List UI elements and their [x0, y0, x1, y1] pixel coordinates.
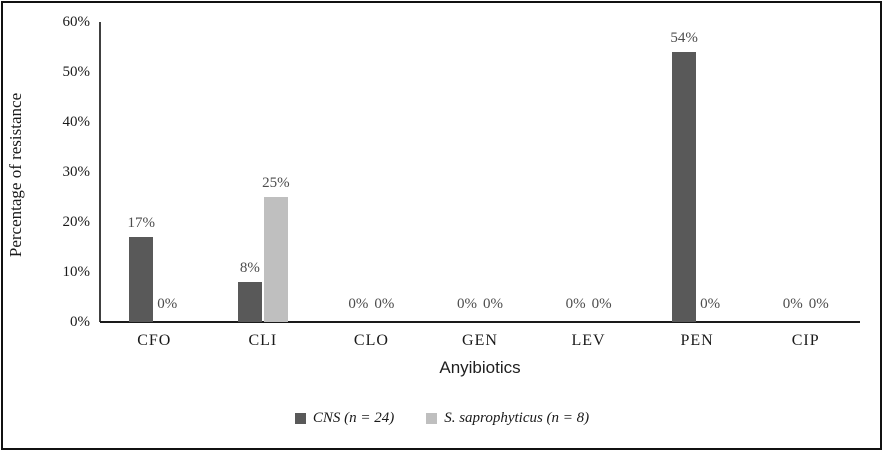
legend-swatch-cns [294, 412, 306, 424]
data-label-gen-series0: 0% [457, 296, 477, 312]
data-label-clo-series1: 0% [374, 296, 395, 312]
y-axis-title: Percentage of resistance [6, 92, 25, 258]
data-label-lev-series0: 0% [565, 296, 586, 312]
category-label-cfo: CFO [137, 332, 172, 349]
data-label-cfo-series0: 17% [127, 215, 156, 231]
category-label-gen: GEN [462, 332, 498, 349]
data-label-cip-series1: 0% [808, 296, 829, 312]
category-label-lev: LEV [571, 332, 606, 349]
data-label-pen-series0: 54% [670, 30, 698, 46]
y-tick-label: 20% [62, 214, 91, 230]
data-label-clo-series0: 0% [348, 296, 369, 312]
bar-cfo-series0 [129, 237, 154, 322]
bar-pen-series0 [672, 52, 697, 322]
bar-cli-series0 [237, 282, 262, 322]
y-tick-label: 40% [62, 114, 91, 130]
y-tick-label: 0% [70, 314, 90, 330]
legend-label-cns: CNS (n = 24) [312, 409, 395, 426]
data-label-gen-series1: 0% [483, 296, 503, 312]
legend: CNS (n = 24) S. saprophyticus (n = 8) [0, 406, 884, 430]
category-label-cip: CIP [791, 332, 820, 349]
legend-entry-cns: CNS (n = 24) [294, 409, 395, 427]
data-label-pen-series1: 0% [700, 296, 721, 312]
legend-label-saprophyticus: S. saprophyticus (n = 8) [444, 409, 590, 426]
y-tick-label: 10% [62, 264, 91, 280]
bar-cli-series1 [263, 197, 288, 322]
data-label-cli-series0: 8% [239, 260, 260, 276]
x-axis-title: Anyibiotics [439, 358, 521, 377]
y-axis-line [99, 22, 101, 322]
x-axis-line [100, 321, 860, 323]
y-tick-label: 30% [62, 164, 91, 180]
data-label-cip-series0: 0% [782, 296, 803, 312]
data-label-cli-series1: 25% [262, 175, 290, 191]
category-label-clo: CLO [353, 332, 389, 349]
legend-swatch-saprophyticus [426, 412, 438, 424]
category-label-pen: PEN [680, 332, 714, 349]
category-label-cli: CLI [248, 332, 278, 349]
y-tick-label: 50% [62, 64, 91, 80]
legend-entry-saprophyticus: S. saprophyticus (n = 8) [426, 410, 589, 427]
y-tick-label: 60% [62, 14, 91, 30]
data-label-cfo-series1: 0% [157, 296, 178, 312]
data-label-lev-series1: 0% [591, 296, 612, 312]
